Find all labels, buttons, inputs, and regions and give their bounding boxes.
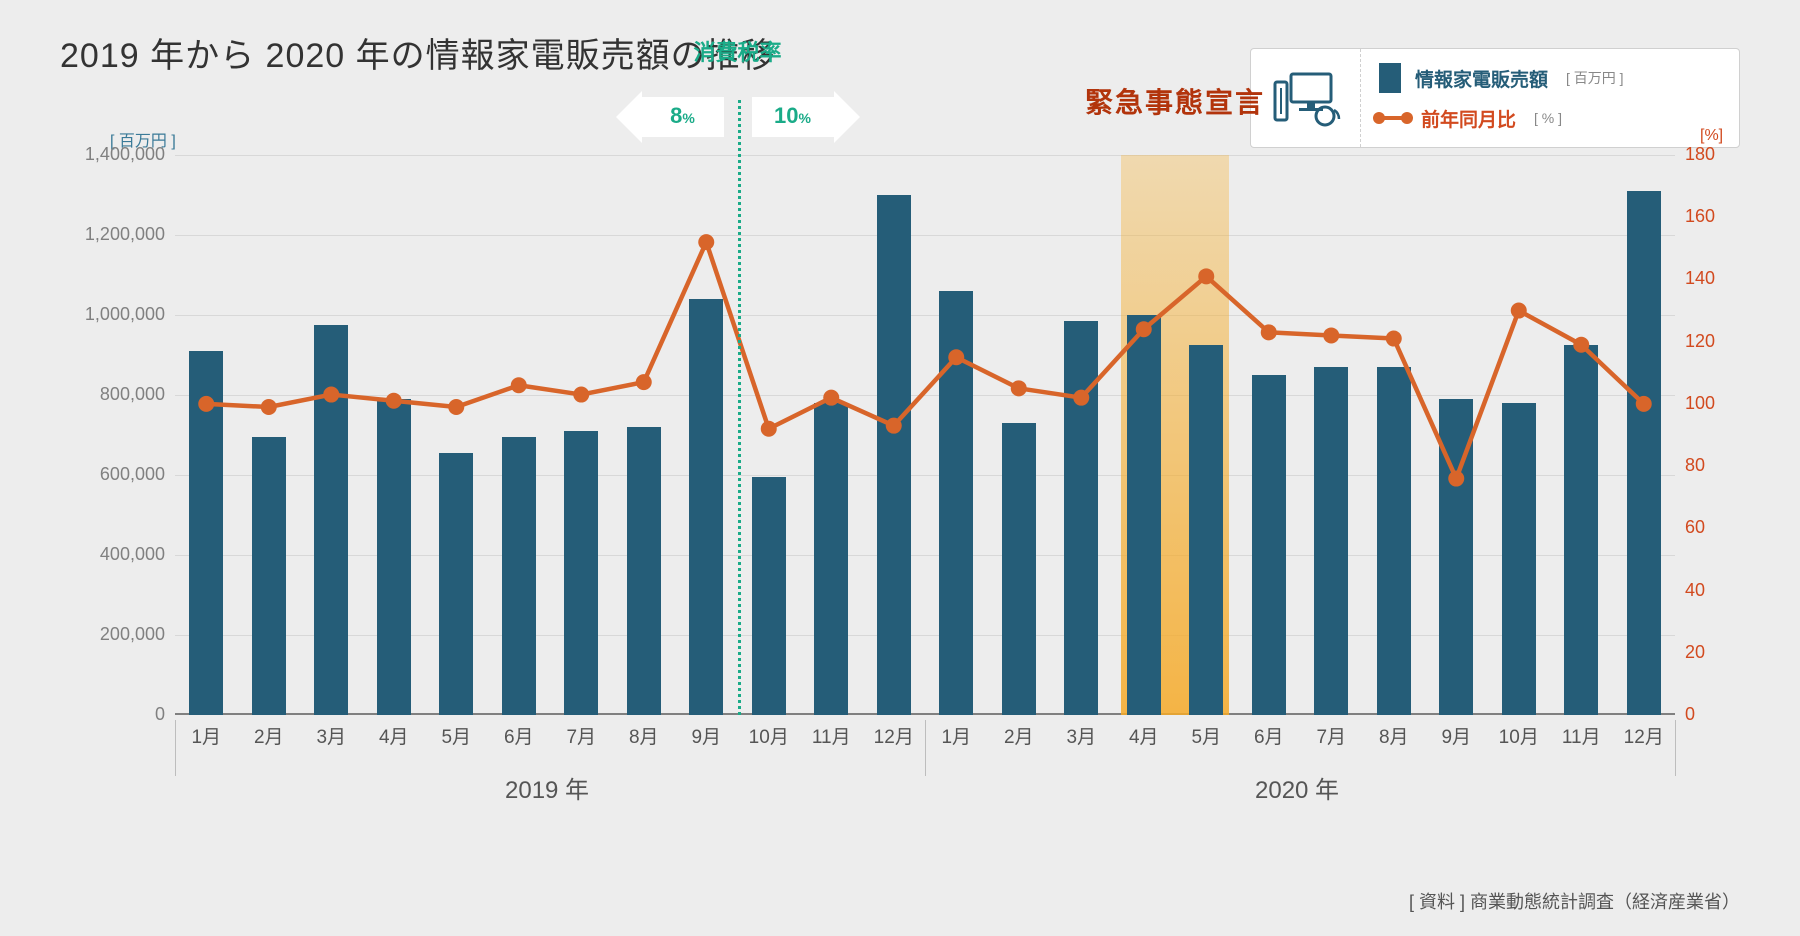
x-tick-label: 1月	[941, 722, 971, 749]
x-tick-label: 7月	[1316, 722, 1346, 749]
x-tick-label: 5月	[441, 722, 471, 749]
legend-row-bars: 情報家電販売額 [ 百万円 ]	[1379, 58, 1721, 98]
yoy-point	[1636, 396, 1652, 412]
x-tick-label: 9月	[691, 722, 721, 749]
legend-swatch-bar	[1379, 63, 1401, 93]
x-tick-label: 8月	[1379, 722, 1409, 749]
yoy-point	[1073, 390, 1089, 406]
legend-label-bars: 情報家電販売額	[1415, 65, 1548, 92]
yoy-point	[448, 399, 464, 415]
yoy-point	[323, 387, 339, 403]
year-label: 2019 年	[505, 770, 589, 805]
y-right-tick: 180	[1685, 144, 1745, 165]
yoy-point	[761, 421, 777, 437]
y-left-tick: 1,200,000	[65, 224, 165, 245]
yoy-point	[948, 349, 964, 365]
y-left-tick: 1,000,000	[65, 304, 165, 325]
x-tick-label: 12月	[874, 722, 914, 749]
year-label: 2020 年	[1255, 770, 1339, 805]
y-left-tick: 200,000	[65, 624, 165, 645]
x-tick-label: 4月	[1129, 722, 1159, 749]
x-tick-label: 8月	[629, 722, 659, 749]
x-tick-label: 6月	[504, 722, 534, 749]
yoy-point	[261, 399, 277, 415]
legend-label-line: 前年同月比	[1421, 105, 1516, 132]
y-right-tick: 0	[1685, 704, 1745, 725]
yoy-point	[698, 234, 714, 250]
x-tick-label: 6月	[1254, 722, 1284, 749]
yoy-point	[1261, 324, 1277, 340]
yoy-point	[1386, 331, 1402, 347]
y-right-unit: [%]	[1700, 127, 1723, 145]
x-tick-label: 2月	[1004, 722, 1034, 749]
legend-unit-line: [ % ]	[1534, 110, 1562, 126]
yoy-point	[1573, 337, 1589, 353]
chart-title: 2019 年から 2020 年の情報家電販売額の推移	[60, 28, 776, 77]
plot-region	[175, 155, 1675, 715]
tax-arrow-right: 10%	[752, 97, 834, 137]
yoy-point	[1136, 321, 1152, 337]
y-left-tick: 400,000	[65, 544, 165, 565]
y-right-tick: 120	[1685, 331, 1745, 352]
yoy-point	[1198, 268, 1214, 284]
x-tick-label: 2月	[254, 722, 284, 749]
yoy-point	[1511, 303, 1527, 319]
yoy-point	[886, 418, 902, 434]
yoy-point	[198, 396, 214, 412]
y-right-tick: 60	[1685, 517, 1745, 538]
yoy-point	[386, 393, 402, 409]
yoy-point	[1323, 327, 1339, 343]
line-layer	[175, 155, 1675, 715]
x-tick-label: 1月	[191, 722, 221, 749]
y-left-tick: 800,000	[65, 384, 165, 405]
tax-arrow-left: 8%	[642, 97, 724, 137]
x-tick-label: 4月	[379, 722, 409, 749]
chart-area: [ 百万円 ] [%] 0200,000400,000600,000800,00…	[60, 130, 1740, 830]
x-tick-label: 10月	[1499, 722, 1539, 749]
x-tick-label: 7月	[566, 722, 596, 749]
y-right-tick: 20	[1685, 642, 1745, 663]
y-right-tick: 40	[1685, 580, 1745, 601]
yoy-point	[511, 377, 527, 393]
x-tick-label: 11月	[812, 722, 851, 749]
y-left-tick: 0	[65, 704, 165, 725]
legend-unit-bars: [ 百万円 ]	[1566, 68, 1624, 88]
y-left-tick: 1,400,000	[65, 144, 165, 165]
yoy-point	[573, 387, 589, 403]
x-tick-label: 10月	[749, 722, 789, 749]
yoy-point	[1448, 471, 1464, 487]
yoy-point	[823, 390, 839, 406]
year-tick	[175, 720, 176, 776]
legend-swatch-line	[1379, 116, 1407, 120]
source-text: [ 資料 ] 商業動態統計調査（経済産業省）	[1409, 888, 1740, 914]
x-tick-label: 9月	[1441, 722, 1471, 749]
emergency-label: 緊急事態宣言	[1085, 81, 1265, 121]
year-tick	[925, 720, 926, 776]
x-tick-label: 3月	[1066, 722, 1096, 749]
y-left-tick: 600,000	[65, 464, 165, 485]
y-right-tick: 140	[1685, 268, 1745, 289]
x-tick-label: 3月	[316, 722, 346, 749]
y-right-tick: 100	[1685, 393, 1745, 414]
y-right-tick: 80	[1685, 455, 1745, 476]
year-tick	[1675, 720, 1676, 776]
yoy-point	[1011, 380, 1027, 396]
yoy-line	[206, 242, 1644, 478]
y-right-tick: 160	[1685, 206, 1745, 227]
yoy-point	[636, 374, 652, 390]
tax-divider	[738, 100, 741, 715]
x-tick-label: 11月	[1562, 722, 1601, 749]
tax-title: 消費税率	[693, 35, 781, 67]
x-tick-label: 12月	[1624, 722, 1664, 749]
x-tick-label: 5月	[1191, 722, 1221, 749]
